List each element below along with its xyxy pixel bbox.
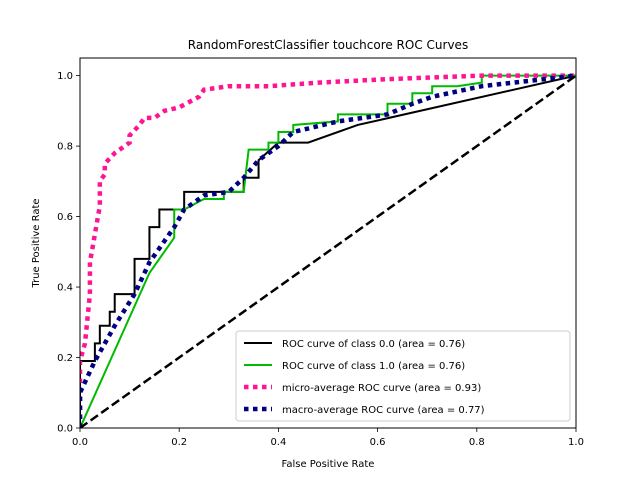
legend-frame xyxy=(235,330,571,422)
x-axis: 0.0 0.2 0.4 0.6 0.8 1.0 xyxy=(72,428,584,448)
y-axis-label: True Positive Rate xyxy=(31,198,42,288)
y-axis: 0.0 0.2 0.4 0.6 0.8 1.0 xyxy=(57,71,80,435)
series-line-3 xyxy=(80,73,576,428)
series-layer xyxy=(80,73,576,428)
y-tick-label: 0.2 xyxy=(57,353,73,364)
legend-label: ROC curve of class 0.0 (area = 0.76) xyxy=(282,339,465,350)
y-tick-label: 0.4 xyxy=(57,283,73,294)
plot-frame xyxy=(79,57,577,429)
y-tick-label: 1.0 xyxy=(57,71,73,82)
y-tick-label: 0.6 xyxy=(57,212,73,223)
chart-title: RandomForestClassifier touchcore ROC Cur… xyxy=(188,38,468,52)
legend-label: macro-average ROC curve (area = 0.77) xyxy=(282,405,485,416)
x-tick-label: 0.0 xyxy=(72,437,88,448)
y-tick-label: 0.8 xyxy=(57,142,73,153)
x-tick-label: 0.8 xyxy=(469,437,485,448)
legend-label: micro-average ROC curve (area = 0.93) xyxy=(282,383,481,394)
series-line-1 xyxy=(80,74,576,428)
x-tick-label: 0.6 xyxy=(370,437,386,448)
x-axis-label: False Positive Rate xyxy=(282,459,375,470)
legend: ROC curve of class 0.0 (area = 0.76) ROC … xyxy=(235,330,571,422)
x-tick-label: 1.0 xyxy=(568,437,584,448)
legend-label: ROC curve of class 1.0 (area = 0.76) xyxy=(282,361,465,372)
x-tick-label: 0.4 xyxy=(270,437,286,448)
chance-diagonal-line xyxy=(80,74,576,428)
y-tick-label: 0.0 xyxy=(57,424,73,435)
x-tick-label: 0.2 xyxy=(171,437,187,448)
series-line-2 xyxy=(80,73,576,428)
